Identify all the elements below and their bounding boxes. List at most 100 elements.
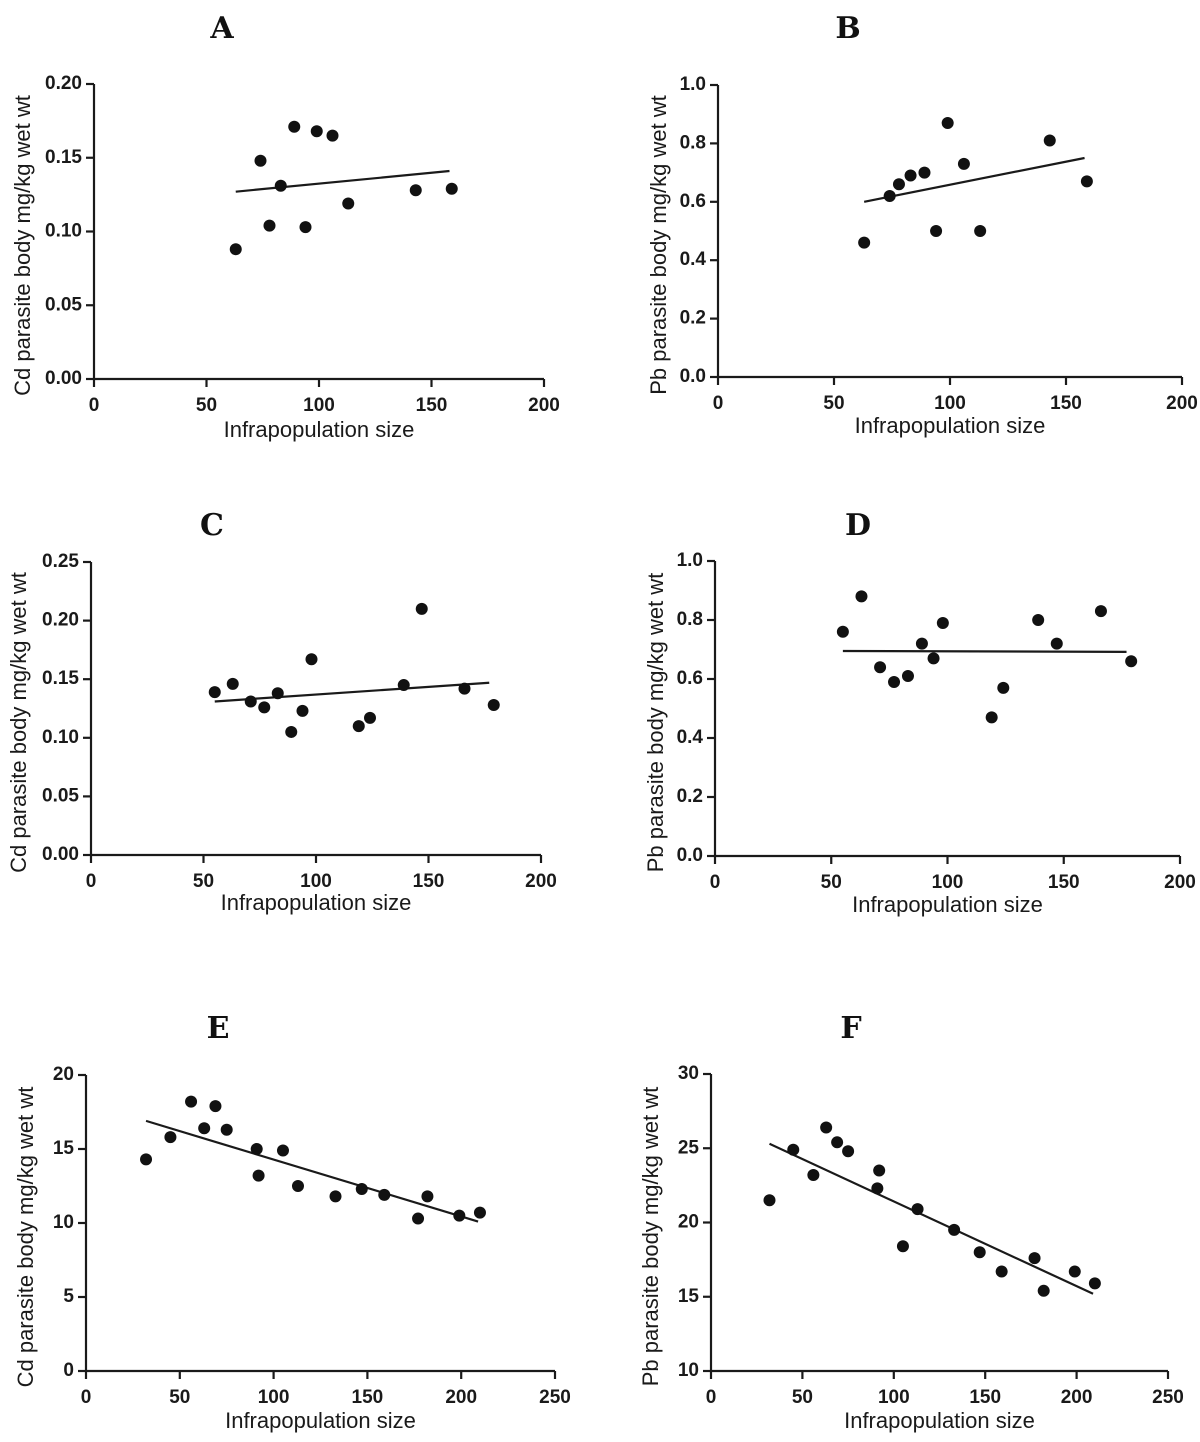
data-point [296, 704, 309, 717]
data-point [310, 125, 323, 138]
y-tick-label: 0.00 [45, 368, 82, 389]
x-tick-label: 200 [445, 1387, 477, 1408]
data-point [930, 225, 943, 237]
data-point [276, 1144, 289, 1157]
y-tick-label: 0.20 [45, 73, 82, 94]
y-axis-title: Pb parasite body mg/kg wet wt [643, 573, 668, 873]
data-point [1050, 637, 1063, 650]
data-point [291, 1180, 304, 1192]
panel-letter: D [845, 508, 871, 543]
y-tick-label: 1.0 [677, 550, 703, 571]
y-tick-label: 0.8 [677, 609, 703, 630]
data-point [985, 711, 998, 724]
axes [89, 562, 541, 857]
data-point [458, 682, 471, 695]
data-point [209, 1100, 222, 1113]
y-tick-label: 0.00 [42, 844, 79, 865]
data-point [1080, 175, 1093, 188]
y-tick-label: 15 [53, 1138, 75, 1159]
regression-line [235, 169, 450, 193]
axes [84, 1075, 555, 1373]
data-point [896, 1240, 909, 1253]
data-point [1068, 1265, 1081, 1278]
x-tick-label: 150 [352, 1387, 384, 1408]
data-point [352, 720, 365, 733]
y-tick-label: 0.0 [677, 845, 703, 866]
data-point [355, 1182, 368, 1195]
data-point [285, 725, 298, 738]
data-point [305, 653, 318, 666]
x-tick-label: 200 [1164, 872, 1196, 893]
x-tick-label: 200 [525, 871, 557, 892]
y-axis-title: Cd parasite body mg/kg wet wt [13, 1087, 38, 1388]
chart-panel-d: D 0.0 0.2 0.4 0.6 0.8 1.0 0 50 100 150 200 Infrapopu… [643, 508, 1196, 917]
x-axis-title: Infrapopulation size [221, 890, 412, 915]
data-point [948, 1223, 961, 1236]
y-tick-label: 10 [53, 1212, 74, 1233]
x-tick-label: 50 [792, 1387, 813, 1408]
data-point [957, 157, 970, 170]
data-point [855, 590, 868, 603]
regression-line [769, 1142, 1094, 1295]
data-point [918, 166, 931, 179]
data-point [1125, 655, 1138, 668]
data-point [342, 197, 355, 210]
panel-letter: C [200, 508, 224, 543]
data-point [409, 184, 422, 197]
data-point [936, 616, 949, 629]
x-tick-label: 150 [1050, 393, 1082, 414]
panel-letter: A [209, 11, 234, 46]
y-tick-label: 0.6 [680, 191, 706, 212]
data-point [250, 1143, 263, 1155]
data-point [883, 189, 896, 202]
y-tick-label: 25 [678, 1137, 700, 1158]
y-tick-label: 0.6 [677, 668, 703, 689]
x-tick-label: 150 [413, 871, 445, 892]
y-tick-label: 20 [678, 1212, 699, 1233]
data-point [941, 116, 954, 129]
data-point [904, 169, 917, 182]
data-point [288, 120, 301, 133]
data-point [473, 1206, 486, 1219]
data-point [164, 1131, 177, 1144]
x-tick-label: 150 [416, 395, 448, 416]
panel-letter: F [840, 1011, 861, 1046]
x-tick-label: 100 [300, 871, 332, 892]
x-tick-label: 50 [196, 395, 217, 416]
chart-panel-a: A 0.00 0.05 0.10 0.15 0.20 0 50 100 150 200 Infrapo… [10, 11, 560, 442]
data-point [226, 677, 239, 690]
data-point [397, 679, 410, 692]
y-tick-label: 0.4 [680, 249, 707, 270]
chart-panel-c: C 0.00 0.05 0.10 0.15 0.20 0.25 0 50 100 150 200 Inf… [6, 508, 557, 915]
data-point [252, 1169, 265, 1182]
data-point [208, 686, 221, 699]
data-point [487, 698, 500, 711]
x-axis-title: Infrapopulation size [225, 1408, 416, 1433]
y-tick-label: 15 [678, 1286, 700, 1307]
y-tick-label: 0.25 [42, 551, 79, 572]
data-point [820, 1121, 833, 1134]
data-point [892, 178, 905, 191]
data-point [412, 1212, 425, 1225]
data-point [888, 675, 901, 688]
y-tick-label: 0.0 [680, 366, 706, 387]
y-tick-label: 0.20 [42, 610, 79, 631]
data-point [901, 670, 914, 683]
data-point [299, 221, 312, 234]
axes [713, 561, 1180, 858]
data-point [915, 637, 928, 650]
data-point [421, 1190, 434, 1203]
data-point [1043, 134, 1056, 147]
regression-line [214, 681, 490, 703]
data-point [787, 1143, 800, 1156]
x-tick-label: 0 [710, 872, 721, 893]
data-point [185, 1095, 198, 1108]
data-point [842, 1145, 855, 1158]
data-point [329, 1190, 342, 1203]
data-point [244, 695, 257, 708]
x-axis-title: Infrapopulation size [224, 417, 415, 442]
y-tick-label: 0.8 [680, 132, 706, 153]
data-point [1037, 1284, 1050, 1297]
x-tick-label: 0 [706, 1387, 717, 1408]
